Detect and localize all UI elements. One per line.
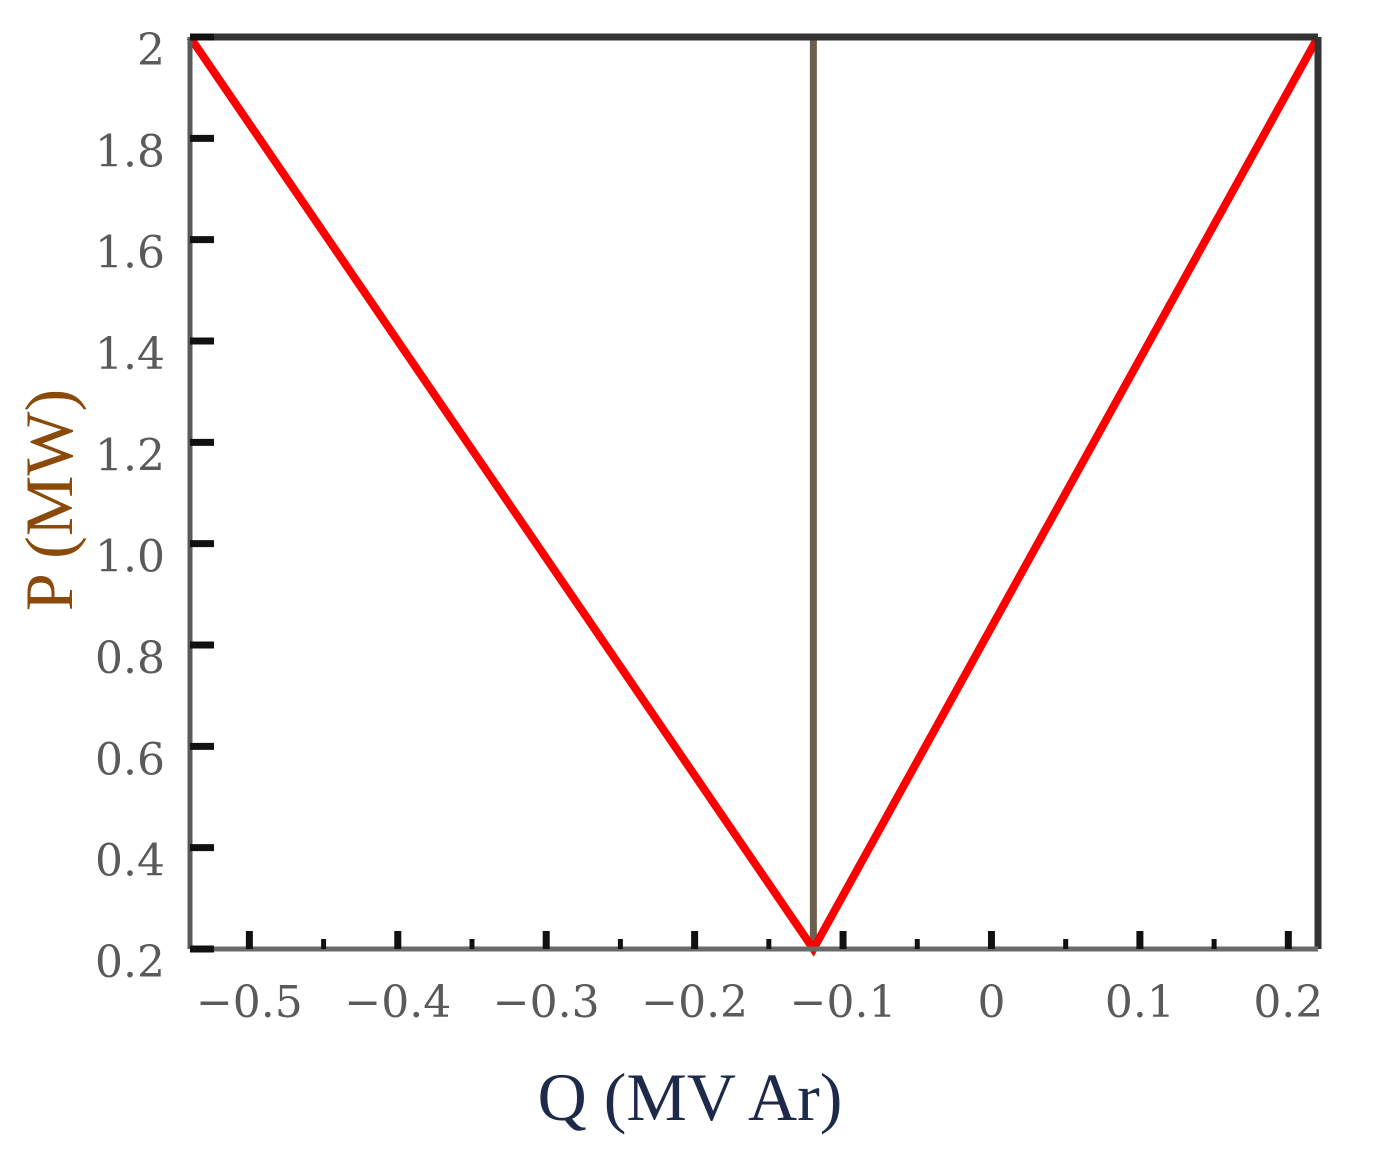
y-tick-label: 1.2 (95, 430, 165, 481)
x-tick-label: 0 (977, 977, 1005, 1028)
y-tick-label: 1.0 (95, 532, 165, 583)
x-tick-label: −0.3 (493, 977, 600, 1028)
y-tick-label: 1.4 (95, 329, 165, 380)
y-axis-title: P (MW) (11, 389, 87, 611)
y-tick-label: 0.6 (95, 734, 165, 785)
x-tick-label: 0.2 (1253, 977, 1323, 1028)
y-tick-label: 1.6 (95, 228, 165, 279)
x-tick-label: −0.5 (196, 977, 303, 1028)
x-tick-label: −0.1 (790, 977, 897, 1028)
x-tick-label: −0.2 (641, 977, 748, 1028)
y-tick-label: 0.2 (95, 937, 165, 988)
x-tick-label: 0.1 (1105, 977, 1175, 1028)
y-tick-label: 1.8 (95, 126, 165, 177)
y-tick-label: 0.4 (95, 836, 165, 887)
y-tick-label: 0.8 (95, 633, 165, 684)
x-axis-title: Q (MV Ar) (538, 1059, 843, 1135)
y-tick-label: 2 (137, 25, 165, 76)
series-line-0 (186, 34, 1322, 957)
x-tick-label: −0.4 (344, 977, 451, 1028)
